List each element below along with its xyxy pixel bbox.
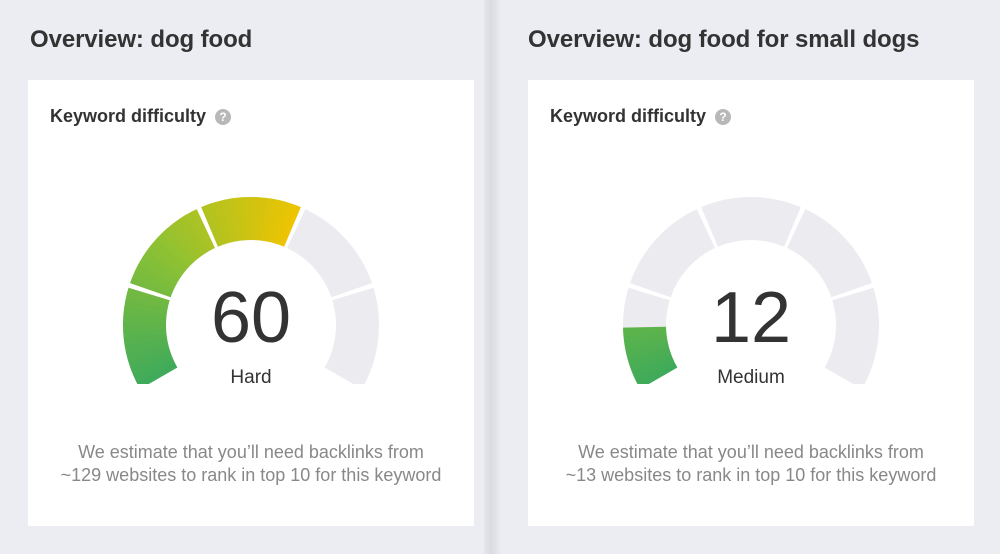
keyword-difficulty-card: Keyword difficulty ? 60 Hard We estimate…: [28, 80, 474, 526]
gauge-track-segment: [787, 209, 872, 298]
backlinks-estimate-line-1: We estimate that you’ll need backlinks f…: [578, 442, 924, 462]
gauge-fill-segment: [633, 358, 675, 381]
gauge-fill-segment: [271, 200, 290, 244]
difficulty-label: Medium: [717, 367, 785, 388]
gauge-fill-segment: [635, 361, 676, 384]
gauge-fill-segment: [166, 223, 200, 261]
gauge-fill-segment: [206, 202, 227, 246]
gauge-fill-segment: [127, 287, 170, 304]
card-title: Keyword difficulty: [550, 106, 707, 126]
gauge-fill-segment: [266, 199, 283, 243]
gauge-fill-segment: [124, 338, 169, 354]
keyword-difficulty-card: Keyword difficulty ? 12 Medium We estima…: [528, 80, 974, 526]
gauge-fill-segment: [251, 197, 260, 241]
gauge-fill-segment: [243, 196, 252, 241]
gauge-fill-segment: [628, 350, 671, 369]
gauge-fill-segment: [261, 197, 275, 242]
card-header: Keyword difficulty ?: [550, 106, 732, 127]
backlinks-estimate-line-2: ~13 websites to rank in top 10 for this …: [565, 465, 937, 485]
gauge-fill-segment: [201, 204, 222, 247]
gauge-fill-segment: [172, 218, 204, 258]
gauge-fill-segment: [122, 322, 167, 331]
gauge-fill-segment: [123, 314, 167, 324]
gauge-fill-segment: [185, 210, 213, 253]
backlinks-estimate-line-1: We estimate that you’ll need backlinks f…: [78, 442, 424, 462]
gauge-fill-segment: [220, 198, 237, 243]
backlinks-estimate: We estimate that you’ll need backlinks f…: [28, 441, 474, 487]
panel-title: Overview: dog food for small dogs: [528, 26, 920, 53]
gauge-fill-segment: [142, 250, 182, 281]
gauge-fill-segment: [132, 357, 175, 383]
gauge-fill-segment: [127, 348, 171, 369]
card-title: Keyword difficulty: [50, 106, 207, 126]
gauge-fill-segment: [130, 277, 173, 298]
gauge-fill-segment: [228, 197, 242, 242]
gauge-fill-segment: [124, 299, 168, 314]
gauge-fill-segment: [623, 332, 667, 342]
gauge-fill-segment: [131, 270, 175, 294]
gauge-fill-segment: [134, 263, 177, 290]
gauge-fill-segment: [256, 197, 268, 241]
gauge-fill-segment: [125, 291, 169, 309]
gauge-fill-segment: [146, 244, 185, 277]
difficulty-label: Hard: [230, 367, 272, 388]
gauge-fill-segment: [123, 328, 167, 339]
help-icon[interactable]: ?: [715, 108, 732, 125]
gauge-fill-segment: [161, 228, 196, 265]
overview-panel-dog-food-small-dogs: Overview: dog food for small dogs Keywor…: [500, 0, 1000, 554]
overview-panel-dog-food: Overview: dog food Keyword difficulty ? …: [0, 0, 492, 554]
gauge-track-segment: [824, 287, 879, 384]
gauge-fill-segment: [626, 344, 670, 360]
gauge-track-segment: [324, 287, 379, 384]
gauge-fill-segment: [123, 306, 167, 319]
gauge-fill-segment: [178, 214, 208, 255]
gauge-fill-segment: [213, 200, 232, 244]
gauge-fill-segment: [235, 197, 247, 241]
gauge-fill-segment: [192, 209, 215, 250]
gauge-fill-segment: [627, 347, 670, 364]
gauge-fill-segment: [155, 233, 192, 269]
difficulty-gauge: [122, 196, 379, 384]
card-header: Keyword difficulty ?: [50, 106, 232, 127]
gauge-fill-segment: [276, 202, 297, 246]
help-icon[interactable]: ?: [215, 108, 232, 125]
gauge-fill-segment: [624, 338, 668, 351]
panel-title: Overview: dog food: [30, 26, 253, 53]
panel-divider: [484, 0, 500, 554]
gauge-fill-segment: [138, 256, 180, 285]
gauge-fill-segment: [280, 205, 301, 247]
difficulty-score: 60: [210, 278, 292, 358]
difficulty-gauge: [623, 197, 879, 384]
gauge-fill-segment: [150, 238, 189, 272]
gauge-track-segment: [701, 197, 801, 247]
gauge-fill-segment: [623, 335, 668, 346]
gauge-fill-segment: [631, 355, 674, 377]
gauge-fill-segment: [625, 341, 669, 355]
gauge-fill-segment: [126, 343, 170, 361]
backlinks-estimate: We estimate that you’ll need backlinks f…: [528, 441, 974, 487]
gauge-track-segment: [630, 209, 715, 298]
gauge-track-segment: [287, 209, 372, 298]
backlinks-estimate-line-2: ~129 websites to rank in top 10 for this…: [60, 465, 442, 485]
gauge-fill-segment: [623, 326, 667, 333]
gauge-fill-segment: [136, 362, 178, 384]
gauge-fill-segment: [630, 353, 673, 373]
gauge-fill-segment: [130, 353, 173, 376]
difficulty-score: 12: [710, 278, 792, 358]
